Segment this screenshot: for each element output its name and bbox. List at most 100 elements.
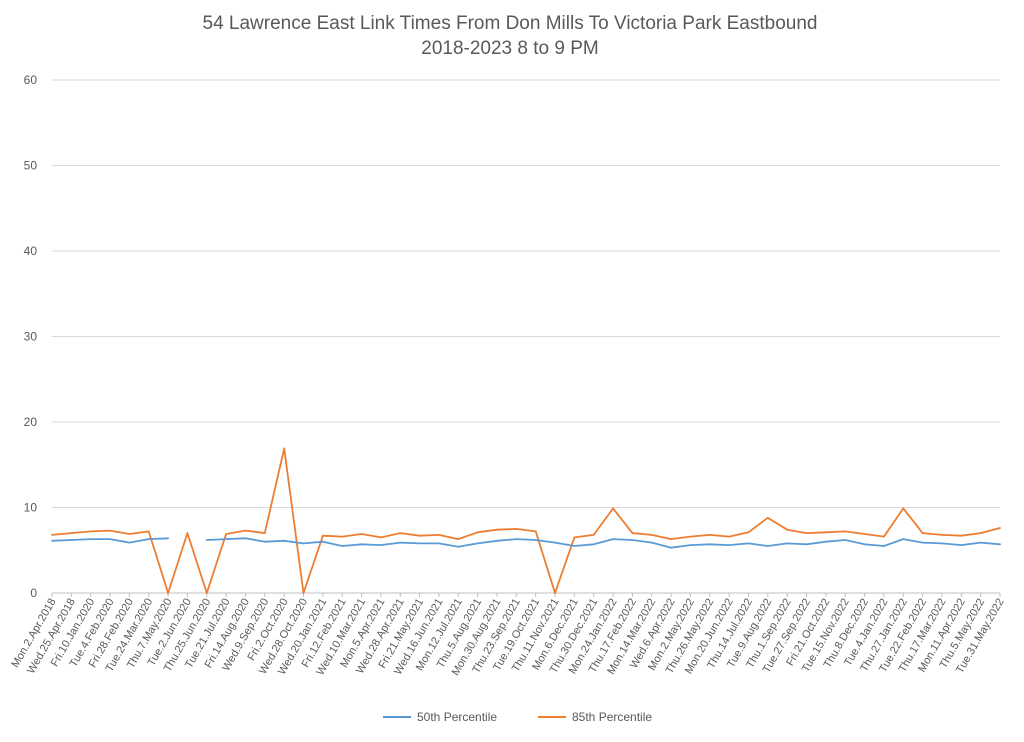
data-point <box>573 545 576 547</box>
data-point <box>399 532 402 534</box>
data-point <box>708 543 711 546</box>
data-point <box>883 545 885 547</box>
data-point <box>283 447 286 450</box>
series-line-0 <box>51 537 1001 549</box>
data-point <box>825 531 827 534</box>
legend-label: 85th Percentile <box>572 710 652 724</box>
data-point <box>689 535 692 538</box>
data-point <box>380 536 382 539</box>
data-point <box>747 531 750 534</box>
data-point <box>109 529 111 532</box>
data-point <box>51 534 53 536</box>
data-point <box>380 544 382 546</box>
data-point <box>689 544 692 546</box>
data-point <box>941 542 943 545</box>
data-point <box>960 544 963 546</box>
data-point <box>786 528 789 531</box>
data-point <box>650 541 653 544</box>
data-point <box>399 541 402 544</box>
data-point <box>612 538 614 540</box>
chart-title: 54 Lawrence East Link Times From Don Mil… <box>203 13 818 34</box>
data-point <box>592 534 595 536</box>
data-point <box>51 539 53 542</box>
data-point <box>515 528 518 530</box>
y-tick-label: 30 <box>24 330 38 344</box>
data-point <box>979 541 982 544</box>
y-tick-label: 10 <box>24 501 38 515</box>
data-point <box>167 537 170 540</box>
data-point <box>921 541 924 544</box>
data-point <box>534 539 537 541</box>
chart-subtitle: 2018-2023 8 to 9 PM <box>421 38 598 59</box>
data-point <box>128 541 131 544</box>
data-point <box>457 545 460 548</box>
data-point <box>766 516 769 519</box>
data-point <box>592 543 595 546</box>
data-point <box>438 542 440 545</box>
data-point <box>534 530 537 533</box>
data-point <box>457 538 460 540</box>
data-point <box>70 532 73 534</box>
data-point <box>476 531 479 534</box>
data-point <box>554 541 556 544</box>
data-point <box>786 542 789 545</box>
data-point <box>167 592 170 594</box>
data-point <box>302 542 305 545</box>
data-point <box>941 534 943 536</box>
data-point <box>147 538 150 540</box>
data-point <box>476 542 479 545</box>
y-tick-label: 60 <box>24 73 38 87</box>
data-point <box>244 537 247 540</box>
data-point <box>225 533 228 535</box>
data-point <box>302 592 305 594</box>
data-point <box>263 532 266 534</box>
data-point <box>496 539 498 542</box>
data-point <box>322 534 324 537</box>
data-point <box>863 543 866 546</box>
series-line-1 <box>51 447 1001 594</box>
data-point <box>418 542 421 545</box>
data-point <box>805 532 808 534</box>
data-point <box>109 538 111 540</box>
data-point <box>186 532 189 534</box>
legend: 50th Percentile 85th Percentile <box>383 710 652 724</box>
data-point <box>554 592 556 594</box>
series-lines <box>51 447 1001 594</box>
data-point <box>341 545 344 547</box>
data-point <box>728 544 730 546</box>
data-point <box>902 538 905 540</box>
data-point <box>631 539 634 541</box>
data-point <box>999 543 1001 546</box>
data-point <box>205 592 208 594</box>
data-point <box>341 535 344 538</box>
data-point <box>766 545 769 547</box>
data-point <box>360 533 363 535</box>
y-tick-label: 40 <box>24 244 38 258</box>
data-point <box>360 543 363 546</box>
data-point <box>999 527 1001 529</box>
data-point <box>883 535 885 538</box>
y-tick-label: 20 <box>24 415 38 429</box>
data-point <box>747 542 750 545</box>
data-point <box>283 539 286 542</box>
data-point <box>418 534 421 537</box>
data-point <box>322 540 324 543</box>
data-point <box>70 539 73 541</box>
data-point <box>728 535 730 538</box>
data-point <box>960 534 963 537</box>
data-point <box>263 540 266 543</box>
x-axis-ticks: Mon.2.Apr.2018Wed.25.Apr.2018Fri.10.Jan.… <box>9 593 1007 678</box>
data-point <box>612 507 614 510</box>
data-point <box>825 540 827 543</box>
data-point <box>844 530 847 533</box>
data-point <box>844 539 847 541</box>
data-point <box>670 546 672 549</box>
data-point <box>863 533 866 535</box>
data-point <box>631 532 634 534</box>
data-point <box>515 538 518 540</box>
data-point <box>128 533 131 535</box>
data-point <box>89 530 92 533</box>
data-point <box>650 534 653 536</box>
data-point <box>496 528 498 531</box>
